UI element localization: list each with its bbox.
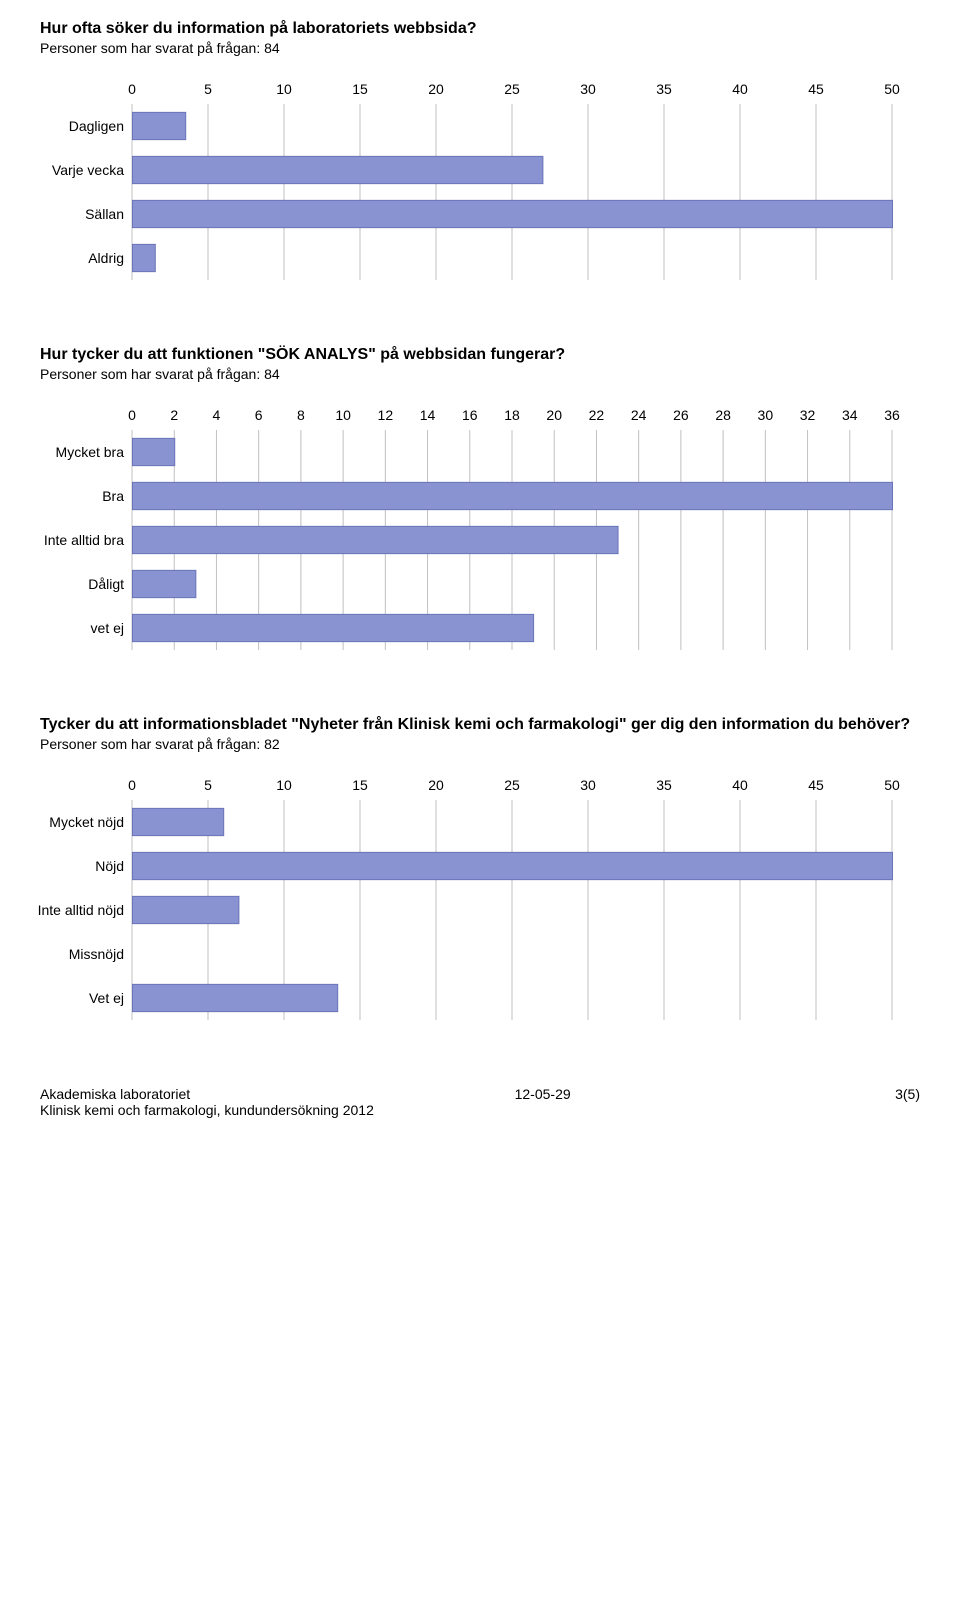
x-tick-label: 0 xyxy=(128,777,136,793)
x-tick-label: 26 xyxy=(673,407,689,423)
bar-chart: 024681012141618202224262830323436Mycket … xyxy=(32,400,912,656)
bar-chart: 0 5 10 15 20 25 30 35 40 45 50 Mycket nöjd Nöjd Inte … xyxy=(32,770,912,1026)
page-footer: Akademiska laboratoriet 12-05-29 3(5) xyxy=(40,1086,920,1102)
chart-section-0: Hur ofta söker du information på laborat… xyxy=(40,20,920,286)
footer-date: 12-05-29 xyxy=(515,1086,571,1102)
bar xyxy=(133,244,156,271)
x-tick-label: 28 xyxy=(715,407,731,423)
x-tick-label: 18 xyxy=(504,407,520,423)
respondents-label: Personer som har svarat på frågan: 84 xyxy=(40,366,920,382)
category-label: Vet ej xyxy=(89,990,124,1006)
bar xyxy=(133,482,893,509)
x-tick-label: 20 xyxy=(428,81,444,97)
bar xyxy=(133,570,196,597)
category-label: Dåligt xyxy=(88,576,124,592)
question-title: Tycker du att informationsbladet "Nyhete… xyxy=(40,716,920,734)
x-tick-label: 35 xyxy=(656,777,672,793)
category-label: Missnöjd xyxy=(69,946,124,962)
bar xyxy=(133,200,893,227)
x-tick-label: 16 xyxy=(462,407,478,423)
chart-wrap: 0 5 10 15 20 25 30 35 40 45 50 Mycket nöjd Nöjd Inte … xyxy=(32,770,920,1026)
bar xyxy=(133,808,224,835)
category-label: Mycket bra xyxy=(56,444,125,460)
x-tick-label: 2 xyxy=(170,407,178,423)
x-tick-label: 45 xyxy=(808,777,824,793)
respondents-label: Personer som har svarat på frågan: 82 xyxy=(40,736,920,752)
x-tick-label: 34 xyxy=(842,407,858,423)
x-tick-label: 22 xyxy=(589,407,605,423)
x-tick-label: 12 xyxy=(378,407,394,423)
x-tick-label: 15 xyxy=(352,81,368,97)
x-tick-label: 5 xyxy=(204,81,212,97)
x-tick-label: 0 xyxy=(128,81,136,97)
chart-section-2: Tycker du att informationsbladet "Nyhete… xyxy=(40,716,920,1026)
footer-page-number: 3(5) xyxy=(895,1086,920,1102)
x-tick-label: 45 xyxy=(808,81,824,97)
x-tick-label: 40 xyxy=(732,777,748,793)
x-tick-label: 10 xyxy=(276,81,292,97)
x-tick-label: 24 xyxy=(631,407,647,423)
category-label: Aldrig xyxy=(88,250,124,266)
x-tick-label: 10 xyxy=(276,777,292,793)
category-label: Mycket nöjd xyxy=(49,814,124,830)
bar xyxy=(133,984,338,1011)
x-tick-label: 20 xyxy=(546,407,562,423)
x-tick-label: 30 xyxy=(580,777,596,793)
x-tick-label: 50 xyxy=(884,777,900,793)
category-label: Bra xyxy=(102,488,124,504)
bar-chart: 0 5 10 15 20 25 30 35 40 45 50 Dagligen Varje vecka S… xyxy=(32,74,912,286)
x-tick-label: 32 xyxy=(800,407,816,423)
x-tick-label: 40 xyxy=(732,81,748,97)
x-tick-label: 30 xyxy=(758,407,774,423)
question-title: Hur tycker du att funktionen "SÖK ANALYS… xyxy=(40,346,920,364)
category-label: vet ej xyxy=(91,620,124,636)
footer-left: Akademiska laboratoriet xyxy=(40,1086,190,1102)
x-tick-label: 5 xyxy=(204,777,212,793)
bar xyxy=(133,112,186,139)
x-tick-label: 50 xyxy=(884,81,900,97)
category-label: Nöjd xyxy=(95,858,124,874)
bar xyxy=(133,156,543,183)
x-tick-label: 36 xyxy=(884,407,900,423)
category-label: Dagligen xyxy=(69,118,124,134)
x-tick-label: 14 xyxy=(420,407,436,423)
category-label: Varje vecka xyxy=(52,162,124,178)
x-tick-label: 0 xyxy=(128,407,136,423)
category-label: Inte alltid bra xyxy=(44,532,124,548)
category-label: Sällan xyxy=(85,206,124,222)
bar xyxy=(133,526,619,553)
chart-wrap: 0 5 10 15 20 25 30 35 40 45 50 Dagligen Varje vecka S… xyxy=(32,74,920,286)
bar xyxy=(133,438,175,465)
footer-subtitle: Klinisk kemi och farmakologi, kundunders… xyxy=(40,1102,920,1118)
bar xyxy=(133,896,239,923)
x-tick-label: 6 xyxy=(255,407,263,423)
x-tick-label: 20 xyxy=(428,777,444,793)
x-tick-label: 25 xyxy=(504,777,520,793)
x-tick-label: 30 xyxy=(580,81,596,97)
x-tick-label: 10 xyxy=(335,407,351,423)
x-tick-label: 4 xyxy=(213,407,221,423)
chart-wrap: 024681012141618202224262830323436Mycket … xyxy=(32,400,920,656)
chart-section-1: Hur tycker du att funktionen "SÖK ANALYS… xyxy=(40,346,920,656)
x-tick-label: 35 xyxy=(656,81,672,97)
question-title: Hur ofta söker du information på laborat… xyxy=(40,20,920,38)
category-label: Inte alltid nöjd xyxy=(38,902,124,918)
bar xyxy=(133,852,893,879)
x-tick-label: 25 xyxy=(504,81,520,97)
x-tick-label: 15 xyxy=(352,777,368,793)
bar xyxy=(133,614,534,641)
respondents-label: Personer som har svarat på frågan: 84 xyxy=(40,40,920,56)
x-tick-label: 8 xyxy=(297,407,305,423)
